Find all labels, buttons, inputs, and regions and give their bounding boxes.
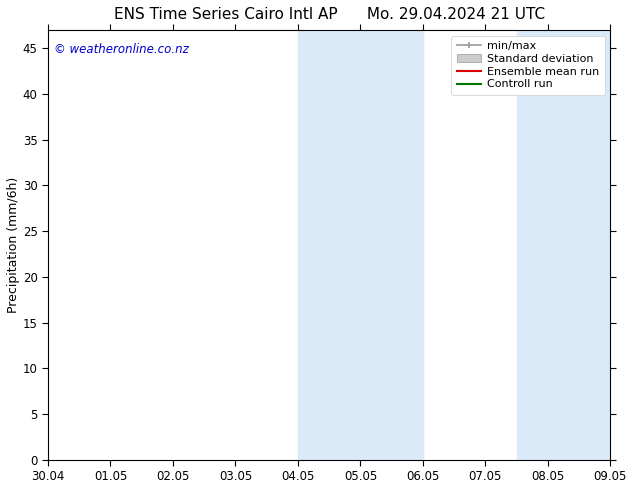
Title: ENS Time Series Cairo Intl AP      Mo. 29.04.2024 21 UTC: ENS Time Series Cairo Intl AP Mo. 29.04.… (113, 7, 545, 22)
Bar (298, 30, 423, 460)
Bar (517, 30, 634, 460)
Legend: min/max, Standard deviation, Ensemble mean run, Controll run: min/max, Standard deviation, Ensemble me… (451, 36, 605, 95)
Text: © weatheronline.co.nz: © weatheronline.co.nz (54, 43, 188, 56)
Y-axis label: Precipitation (mm/6h): Precipitation (mm/6h) (7, 177, 20, 313)
